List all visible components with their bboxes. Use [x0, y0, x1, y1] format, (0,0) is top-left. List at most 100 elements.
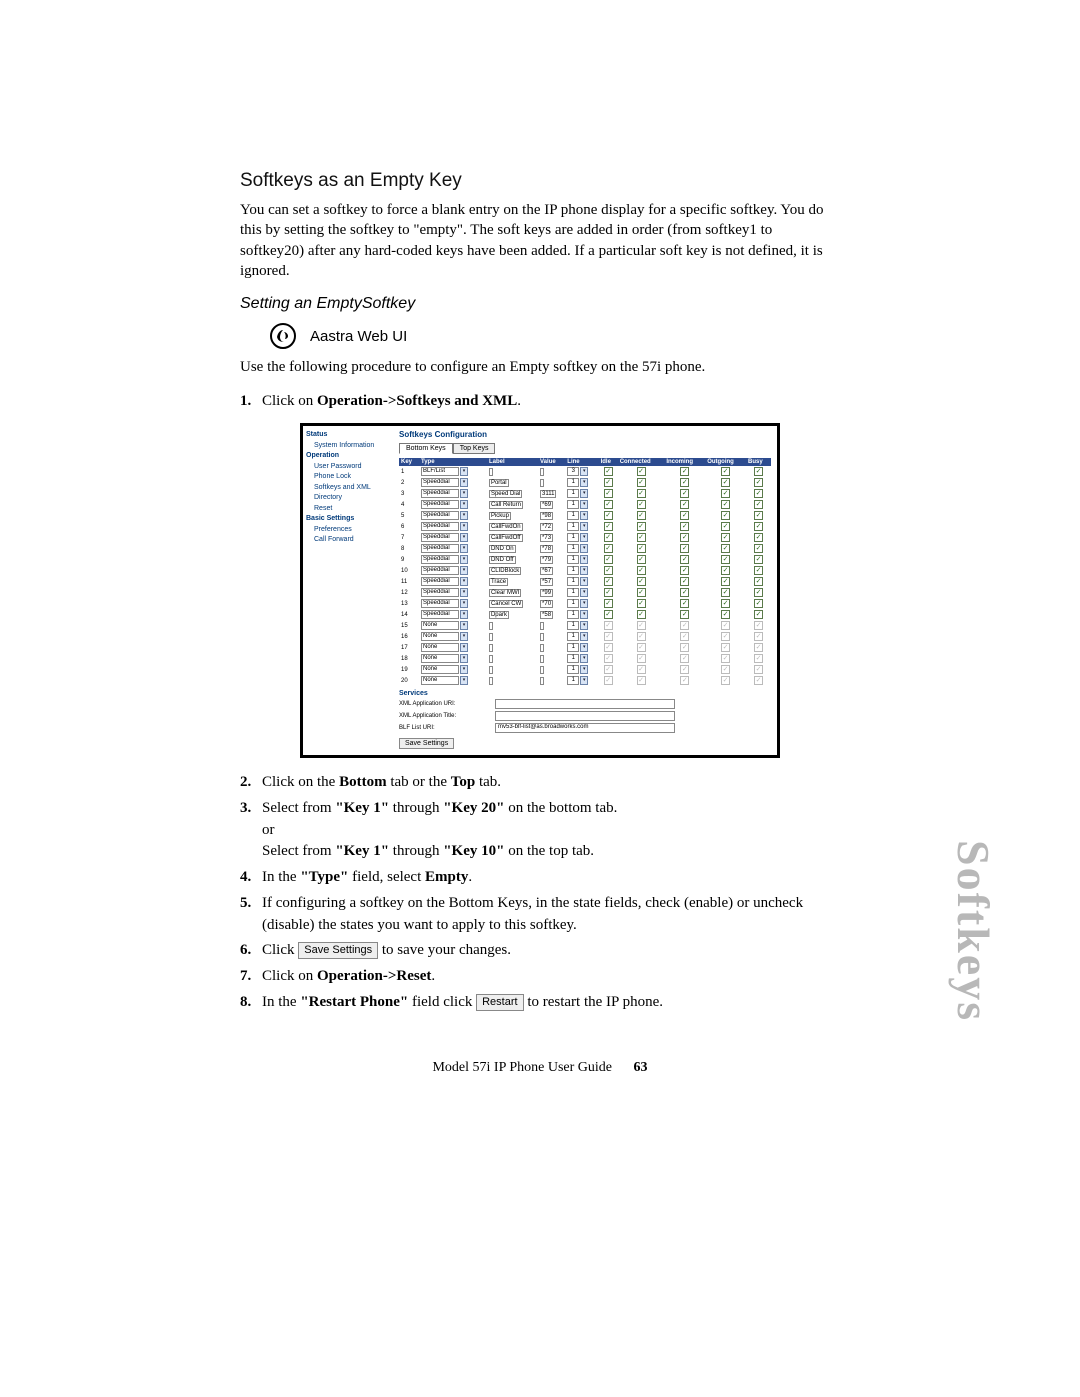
- type-field[interactable]: Speeddial: [421, 555, 459, 564]
- busy-checkbox[interactable]: [754, 665, 763, 674]
- incoming-checkbox[interactable]: [680, 544, 689, 553]
- type-field[interactable]: None: [421, 632, 459, 641]
- label-field[interactable]: CLIDBlock: [489, 567, 521, 575]
- tab-bottom-keys[interactable]: Bottom Keys: [399, 443, 453, 454]
- side-link-userpass[interactable]: User Password: [306, 462, 390, 473]
- idle-checkbox[interactable]: [604, 555, 613, 564]
- side-link-reset[interactable]: Reset: [306, 504, 390, 515]
- value-field[interactable]: *78: [540, 545, 553, 553]
- idle-checkbox[interactable]: [604, 654, 613, 663]
- incoming-checkbox[interactable]: [680, 533, 689, 542]
- dropdown-icon[interactable]: [580, 500, 588, 509]
- type-field[interactable]: None: [421, 621, 459, 630]
- value-field[interactable]: 3111: [540, 490, 556, 498]
- value-field[interactable]: *98: [540, 512, 553, 520]
- value-field[interactable]: [540, 666, 544, 674]
- connected-checkbox[interactable]: [637, 654, 646, 663]
- dropdown-icon[interactable]: [580, 467, 588, 476]
- busy-checkbox[interactable]: [754, 588, 763, 597]
- outgoing-checkbox[interactable]: [721, 643, 730, 652]
- incoming-checkbox[interactable]: [680, 632, 689, 641]
- dropdown-icon[interactable]: [460, 555, 468, 564]
- value-field[interactable]: [540, 479, 544, 487]
- label-field[interactable]: CallFwdOff: [489, 534, 523, 542]
- label-field[interactable]: DND On: [489, 545, 516, 553]
- incoming-checkbox[interactable]: [680, 588, 689, 597]
- outgoing-checkbox[interactable]: [721, 511, 730, 520]
- outgoing-checkbox[interactable]: [721, 599, 730, 608]
- incoming-checkbox[interactable]: [680, 467, 689, 476]
- value-field[interactable]: [540, 633, 544, 641]
- dropdown-icon[interactable]: [460, 533, 468, 542]
- busy-checkbox[interactable]: [754, 478, 763, 487]
- line-field[interactable]: 1: [567, 544, 579, 553]
- dropdown-icon[interactable]: [460, 577, 468, 586]
- value-field[interactable]: *67: [540, 567, 553, 575]
- idle-checkbox[interactable]: [604, 621, 613, 630]
- busy-checkbox[interactable]: [754, 599, 763, 608]
- label-field[interactable]: Pickup: [489, 512, 511, 520]
- side-link-softkeys[interactable]: Softkeys and XML: [306, 483, 390, 494]
- type-field[interactable]: Speeddial: [421, 577, 459, 586]
- side-link-directory[interactable]: Directory: [306, 493, 390, 504]
- line-field[interactable]: 1: [567, 500, 579, 509]
- type-field[interactable]: Speeddial: [421, 610, 459, 619]
- line-field[interactable]: 1: [567, 577, 579, 586]
- connected-checkbox[interactable]: [637, 555, 646, 564]
- incoming-checkbox[interactable]: [680, 577, 689, 586]
- type-field[interactable]: None: [421, 665, 459, 674]
- value-field[interactable]: *79: [540, 556, 553, 564]
- type-field[interactable]: Speeddial: [421, 566, 459, 575]
- value-field[interactable]: [540, 677, 544, 685]
- type-field[interactable]: Speeddial: [421, 511, 459, 520]
- dropdown-icon[interactable]: [460, 522, 468, 531]
- type-field[interactable]: None: [421, 676, 459, 685]
- label-field[interactable]: [489, 622, 493, 630]
- busy-checkbox[interactable]: [754, 632, 763, 641]
- connected-checkbox[interactable]: [637, 478, 646, 487]
- save-settings-button-shot[interactable]: Save Settings: [399, 738, 454, 749]
- label-field[interactable]: [489, 468, 493, 476]
- restart-button[interactable]: Restart: [476, 994, 523, 1011]
- dropdown-icon[interactable]: [580, 676, 588, 685]
- label-field[interactable]: Dpark: [489, 611, 509, 619]
- incoming-checkbox[interactable]: [680, 522, 689, 531]
- side-link-phonelock[interactable]: Phone Lock: [306, 472, 390, 483]
- dropdown-icon[interactable]: [580, 632, 588, 641]
- outgoing-checkbox[interactable]: [721, 566, 730, 575]
- dropdown-icon[interactable]: [580, 522, 588, 531]
- line-field[interactable]: 1: [567, 654, 579, 663]
- idle-checkbox[interactable]: [604, 478, 613, 487]
- xml-title-field[interactable]: [495, 711, 675, 721]
- incoming-checkbox[interactable]: [680, 599, 689, 608]
- dropdown-icon[interactable]: [580, 621, 588, 630]
- busy-checkbox[interactable]: [754, 610, 763, 619]
- incoming-checkbox[interactable]: [680, 643, 689, 652]
- label-field[interactable]: Cancel CW: [489, 600, 523, 608]
- connected-checkbox[interactable]: [637, 500, 646, 509]
- side-link-prefs[interactable]: Preferences: [306, 525, 390, 536]
- label-field[interactable]: [489, 666, 493, 674]
- outgoing-checkbox[interactable]: [721, 544, 730, 553]
- incoming-checkbox[interactable]: [680, 478, 689, 487]
- type-field[interactable]: Speeddial: [421, 522, 459, 531]
- idle-checkbox[interactable]: [604, 522, 613, 531]
- outgoing-checkbox[interactable]: [721, 577, 730, 586]
- incoming-checkbox[interactable]: [680, 555, 689, 564]
- idle-checkbox[interactable]: [604, 566, 613, 575]
- connected-checkbox[interactable]: [637, 621, 646, 630]
- outgoing-checkbox[interactable]: [721, 555, 730, 564]
- idle-checkbox[interactable]: [604, 489, 613, 498]
- label-field[interactable]: Clear MWI: [489, 589, 521, 597]
- dropdown-icon[interactable]: [460, 599, 468, 608]
- idle-checkbox[interactable]: [604, 533, 613, 542]
- dropdown-icon[interactable]: [460, 489, 468, 498]
- value-field[interactable]: [540, 468, 544, 476]
- idle-checkbox[interactable]: [604, 632, 613, 641]
- side-link-callfwd[interactable]: Call Forward: [306, 535, 390, 546]
- dropdown-icon[interactable]: [580, 489, 588, 498]
- type-field[interactable]: None: [421, 654, 459, 663]
- connected-checkbox[interactable]: [637, 610, 646, 619]
- save-settings-button[interactable]: Save Settings: [298, 942, 378, 959]
- idle-checkbox[interactable]: [604, 544, 613, 553]
